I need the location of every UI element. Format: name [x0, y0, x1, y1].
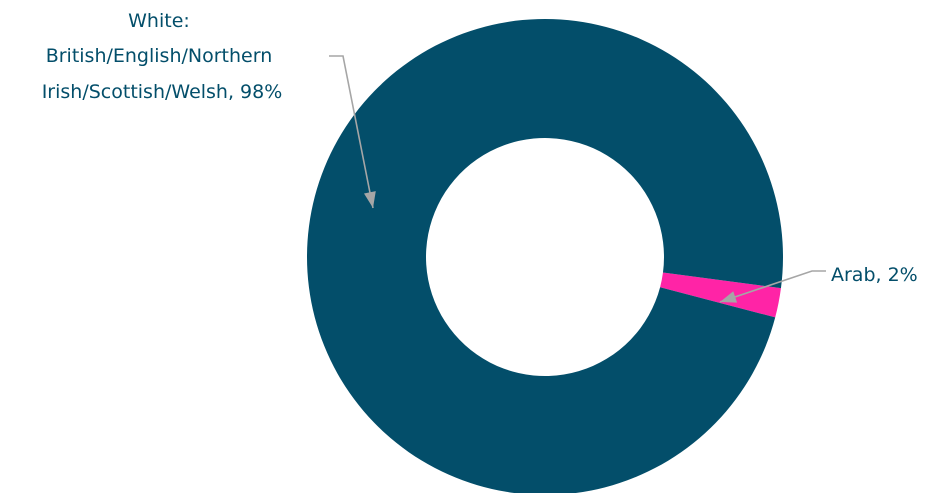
leader-line-white-british	[329, 55, 374, 209]
slice-label-white-british-line-3: Irish/Scottish/Welsh, 98%	[42, 81, 283, 103]
slice-label-arab-line-1: Arab, 2%	[831, 264, 918, 286]
leader-lines-group	[329, 55, 826, 303]
slice-arab	[660, 272, 781, 318]
slice-label-white-british: White: British/English/Northern Irish/Sc…	[42, 10, 283, 103]
leader-line-arab	[719, 270, 826, 303]
slice-label-white-british-line-2: British/English/Northern	[46, 45, 273, 67]
slice-white-british	[307, 19, 783, 493]
slices-group	[307, 19, 783, 493]
slice-label-white-british-line-1: White:	[128, 10, 190, 32]
leader-arrow-arab	[720, 291, 738, 303]
slice-label-arab: Arab, 2%	[831, 264, 918, 286]
leader-arrow-white-british	[364, 191, 376, 208]
